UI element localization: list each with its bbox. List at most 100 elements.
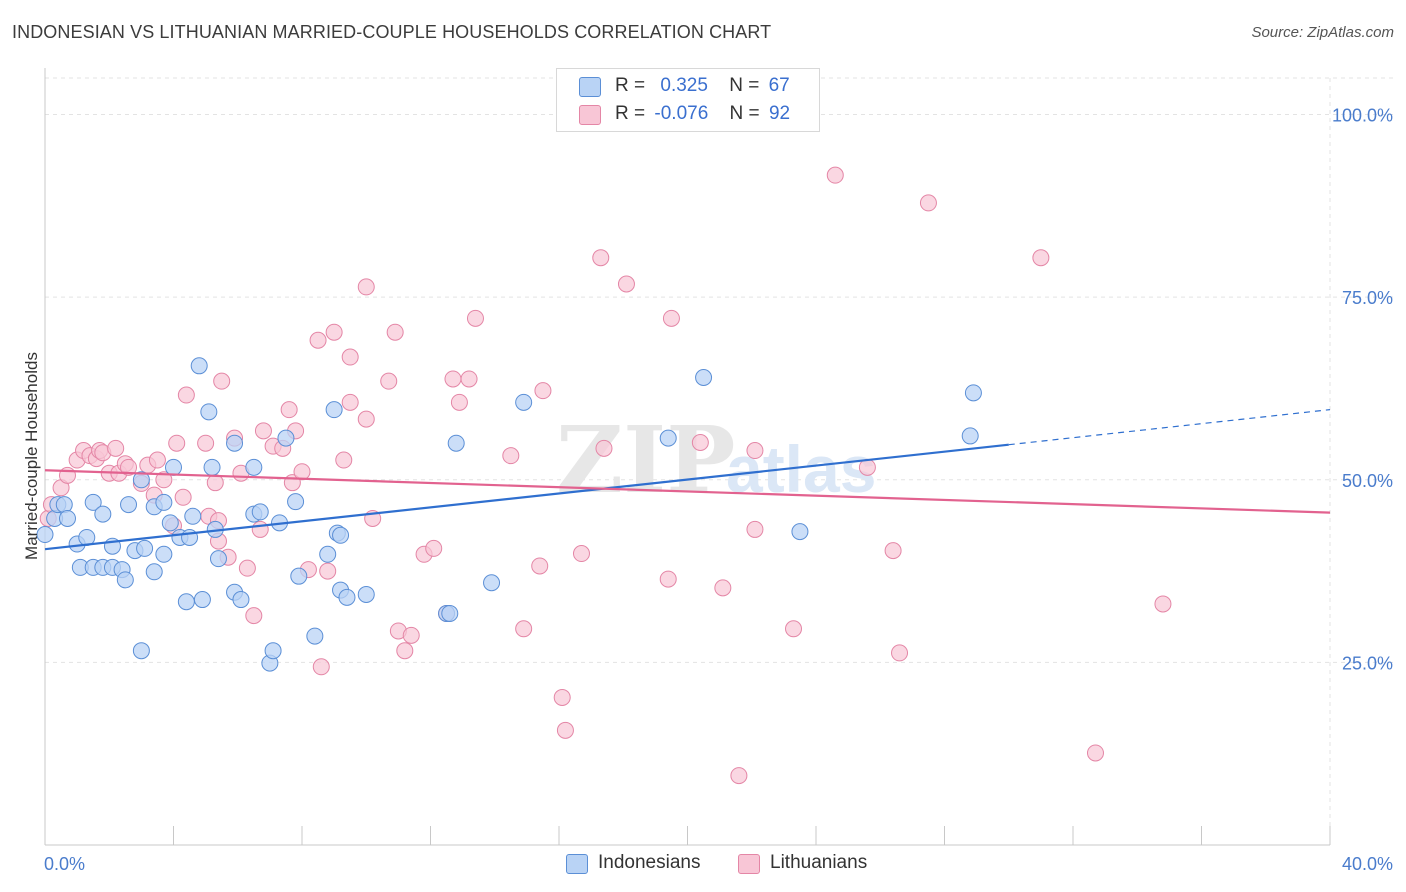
indonesian-point bbox=[961, 427, 979, 445]
indonesian-point bbox=[161, 514, 179, 532]
indonesian-point bbox=[36, 526, 54, 544]
watermark-zip: ZIP bbox=[556, 406, 735, 514]
watermark: ZIP atlas bbox=[556, 406, 876, 514]
lithuanian-point bbox=[357, 410, 375, 428]
indonesian-point bbox=[190, 357, 208, 375]
lithuanian-point bbox=[309, 331, 327, 349]
y-axis-label: Married-couple Households bbox=[22, 352, 41, 560]
indonesian-point bbox=[338, 588, 356, 606]
lithuanian-point bbox=[177, 386, 195, 404]
y-tick-label: 50.0% bbox=[1342, 471, 1393, 491]
r-label: R = bbox=[615, 103, 646, 124]
lithuanian-point bbox=[312, 658, 330, 676]
lithuanian-point bbox=[891, 644, 909, 662]
r-label: R = bbox=[615, 75, 646, 96]
lithuanian-point bbox=[714, 579, 732, 597]
lithuanian-point bbox=[197, 434, 215, 452]
lithuanian-point bbox=[858, 458, 876, 476]
indonesians-legend-label: Indonesians bbox=[598, 852, 701, 873]
indonesian-point bbox=[226, 434, 244, 452]
y-tick-label: 100.0% bbox=[1332, 106, 1393, 126]
indonesian-point bbox=[277, 429, 295, 447]
lithuanian-point bbox=[444, 370, 462, 388]
indonesian-point bbox=[791, 523, 809, 541]
indonesian-point bbox=[325, 401, 343, 419]
indonesian-point bbox=[319, 545, 337, 563]
lithuanian-point bbox=[531, 557, 549, 575]
lithuanian-point bbox=[572, 545, 590, 563]
indonesian-point bbox=[287, 493, 305, 511]
indonesian-point bbox=[116, 571, 134, 589]
lithuanian-point bbox=[592, 249, 610, 267]
indonesian-point bbox=[306, 627, 324, 645]
lithuanian-point bbox=[515, 620, 533, 638]
lithuanian-point bbox=[884, 542, 902, 560]
lithuanian-point bbox=[341, 348, 359, 366]
indonesian-point bbox=[964, 384, 982, 402]
lithuanian-point bbox=[155, 471, 173, 489]
x-tick-label: 0.0% bbox=[44, 854, 85, 874]
lithuanian-point bbox=[280, 401, 298, 419]
lithuanian-point bbox=[553, 688, 571, 706]
indonesians-points bbox=[36, 357, 982, 672]
lithuanian-point bbox=[746, 520, 764, 538]
lithuanian-point bbox=[534, 382, 552, 400]
lithuanian-point bbox=[746, 442, 764, 460]
lithuanian-point bbox=[386, 323, 404, 341]
lithuanian-point bbox=[919, 194, 937, 212]
lithuanian-point bbox=[662, 309, 680, 327]
lithuanian-point bbox=[396, 642, 414, 660]
lithuanian-point bbox=[293, 463, 311, 481]
indonesian-point bbox=[264, 642, 282, 660]
indonesians-trend-extension bbox=[1008, 409, 1331, 446]
lithuanian-point bbox=[148, 451, 166, 469]
lithuanian-point bbox=[502, 447, 520, 465]
indonesian-point bbox=[155, 493, 173, 511]
indonesian-point bbox=[165, 458, 182, 476]
lithuanian-point bbox=[556, 721, 574, 739]
n-label: N = bbox=[729, 75, 760, 96]
indonesian-point bbox=[332, 526, 350, 544]
r-value: 0.325 bbox=[660, 75, 708, 96]
lithuanian-point bbox=[168, 434, 186, 452]
indonesian-point bbox=[447, 434, 465, 452]
indonesian-point bbox=[232, 591, 250, 609]
lithuanians-trend-line bbox=[44, 469, 1331, 514]
lithuanian-point bbox=[460, 370, 478, 388]
indonesian-point bbox=[200, 403, 218, 421]
lithuanian-point bbox=[659, 570, 677, 588]
lithuanian-point bbox=[254, 422, 272, 440]
lithuanians-swatch bbox=[579, 105, 601, 125]
indonesian-point bbox=[120, 496, 138, 514]
lithuanian-point bbox=[335, 451, 353, 469]
indonesian-point bbox=[132, 471, 150, 489]
lithuanian-point bbox=[174, 488, 192, 506]
indonesian-point bbox=[290, 567, 308, 585]
indonesian-point bbox=[659, 429, 677, 447]
y-tick-label: 25.0% bbox=[1342, 653, 1393, 673]
indonesian-point bbox=[94, 505, 112, 523]
lithuanian-point bbox=[450, 393, 468, 411]
indonesian-point bbox=[132, 642, 150, 660]
lithuanian-point bbox=[245, 607, 263, 625]
lithuanian-point bbox=[466, 309, 484, 327]
y-tick-label: 75.0% bbox=[1342, 288, 1393, 308]
lithuanian-point bbox=[357, 278, 375, 296]
indonesian-point bbox=[251, 503, 269, 521]
lithuanian-point bbox=[213, 372, 231, 390]
indonesian-point bbox=[193, 591, 211, 609]
indonesians-trend-line bbox=[44, 443, 1009, 551]
indonesian-point bbox=[515, 393, 533, 411]
lithuanian-point bbox=[595, 439, 613, 457]
indonesian-point bbox=[695, 368, 713, 386]
trend-lines bbox=[44, 409, 1331, 551]
lithuanian-point bbox=[785, 620, 803, 638]
indonesians-swatch bbox=[579, 77, 601, 97]
axes bbox=[44, 68, 1331, 846]
tick-labels: 25.0% 50.0% 75.0% 100.0% 0.0% 40.0% bbox=[44, 106, 1393, 874]
stats-legend: R = 0.325 N = 67 R = -0.076 N = 92 bbox=[556, 68, 820, 132]
lithuanian-point bbox=[120, 458, 138, 476]
x-tick-label: 40.0% bbox=[1342, 854, 1393, 874]
indonesian-point bbox=[357, 585, 375, 603]
